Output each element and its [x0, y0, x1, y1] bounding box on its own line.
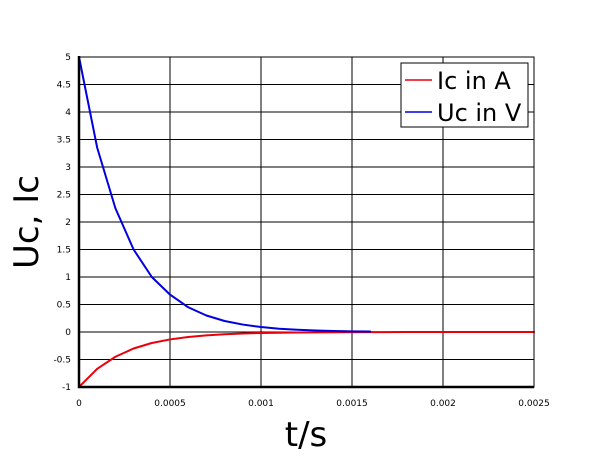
- y-tick-label: 0.5: [57, 301, 71, 311]
- x-tick-label: 0.0025: [518, 399, 550, 409]
- x-tick-label: 0.0015: [336, 399, 368, 409]
- series-line-ic: [78, 331, 535, 388]
- y-tick-label: 0: [65, 328, 71, 338]
- y-tick-label: 3.5: [57, 136, 71, 146]
- y-tick-label: 2.5: [57, 191, 71, 201]
- y-tick-label: 4: [65, 108, 71, 118]
- y-axis-title: Uc, Ic: [7, 175, 47, 269]
- y-tick-label: 5: [65, 53, 71, 63]
- y-tick-label: 1: [65, 273, 71, 283]
- y-tick-label: -1: [62, 383, 71, 393]
- y-tick-label: -0.5: [53, 356, 71, 366]
- x-tick-label: 0.0005: [154, 399, 186, 409]
- x-tick-label: 0: [76, 399, 82, 409]
- y-tick-label: 3: [65, 163, 71, 173]
- y-tick-label: 1.5: [57, 246, 71, 256]
- x-tick-labels: 0 0.0005 0.001 0.0015 0.002 0.0025: [76, 399, 550, 409]
- legend: Ic in A Uc in V: [400, 62, 529, 128]
- x-tick-label: 0.002: [430, 399, 456, 409]
- legend-box: [400, 62, 529, 128]
- y-tick-label: 4.5: [57, 81, 71, 91]
- x-axis-title: t/s: [285, 415, 328, 455]
- series-layer: [78, 56, 535, 388]
- y-tick-label: 2: [65, 218, 71, 228]
- x-tick-label: 0.001: [248, 399, 274, 409]
- legend-label-ic: Ic in A: [437, 67, 511, 95]
- legend-label-uc: Uc in V: [437, 99, 522, 127]
- series-line-uc: [78, 56, 372, 333]
- y-tick-labels: -1 -0.5 0 0.5 1 1.5 2 2.5 3 3.5 4 4.5 5: [53, 53, 71, 393]
